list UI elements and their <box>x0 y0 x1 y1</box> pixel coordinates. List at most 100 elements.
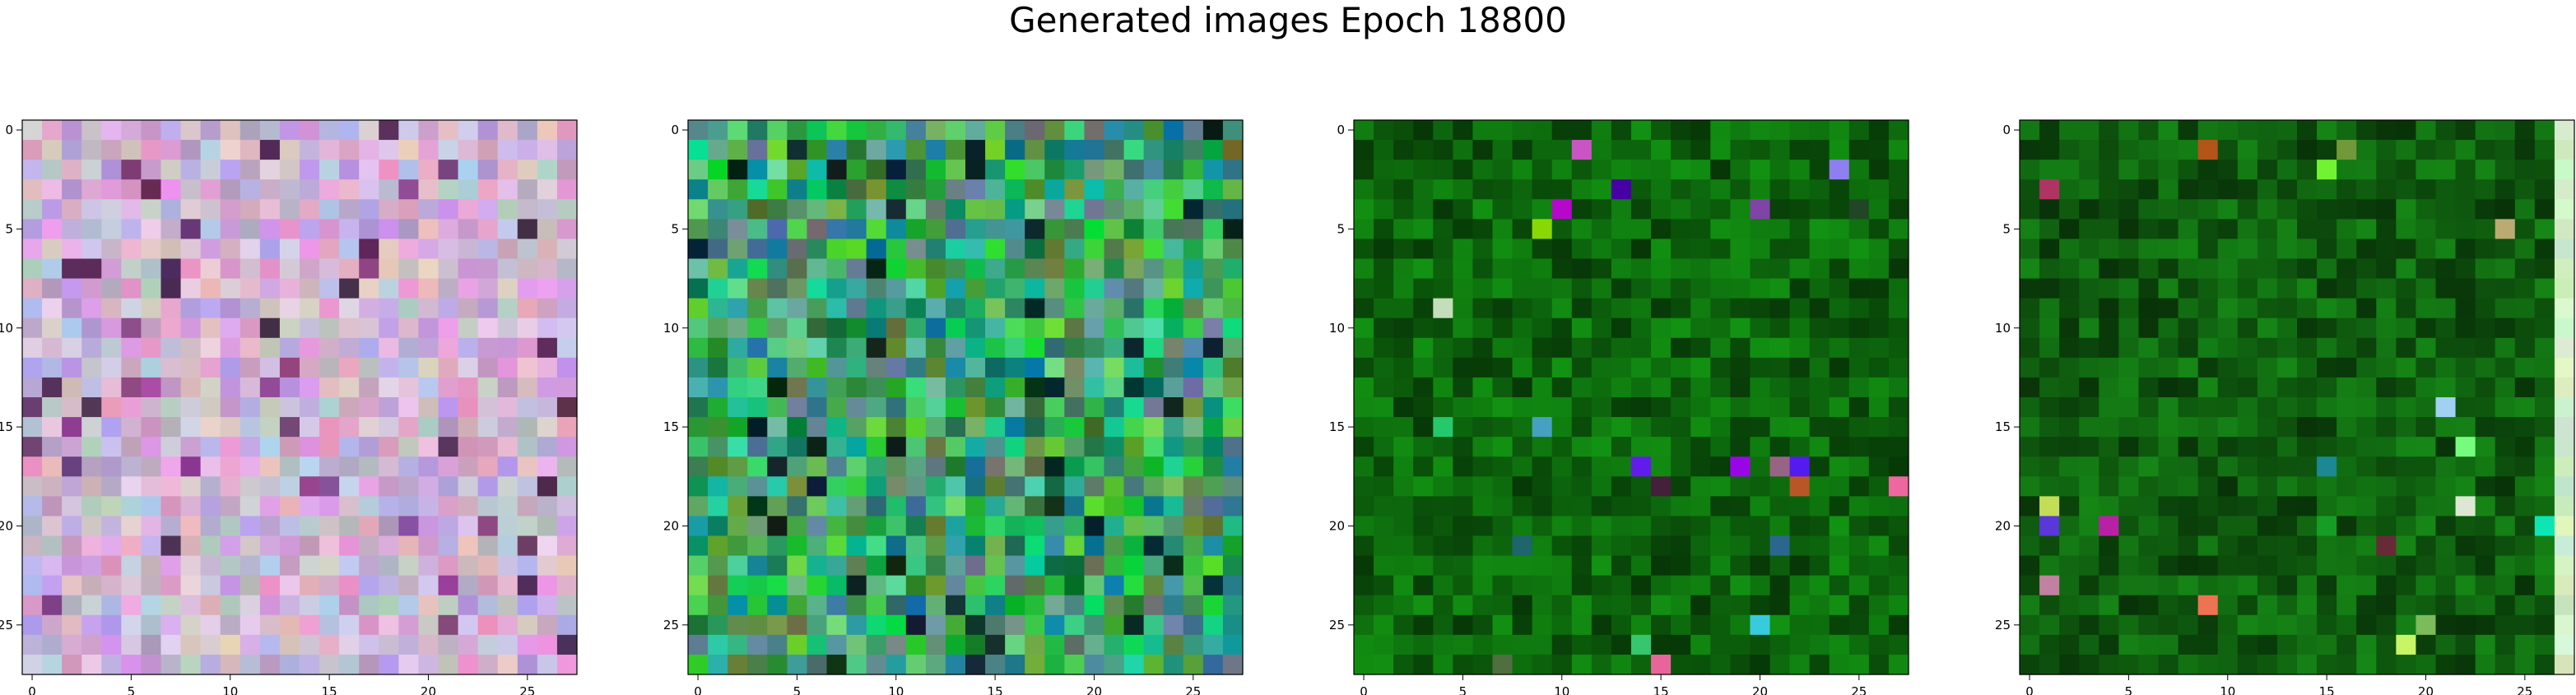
pixel-cell <box>2039 437 2060 457</box>
pixel-cell <box>1005 239 1025 260</box>
pixel-cell <box>1829 555 1850 577</box>
pixel-cell <box>1690 278 1711 299</box>
pixel-cell <box>319 140 340 160</box>
y-tick-label: 0 <box>1337 123 1345 137</box>
pixel-cell <box>767 437 788 457</box>
pixel-cell <box>2099 496 2119 517</box>
pixel-cell <box>688 179 709 200</box>
pixel-cell <box>826 397 848 418</box>
pixel-cell <box>708 199 728 220</box>
pixel-cell <box>42 417 63 438</box>
pixel-cell <box>477 595 499 616</box>
pixel-cell <box>2276 219 2298 240</box>
pixel-cell <box>438 496 459 517</box>
x-tick-label: 15 <box>1653 684 1669 695</box>
pixel-cell <box>1025 595 1045 616</box>
pixel-cell <box>807 258 828 280</box>
pixel-cell <box>477 337 499 359</box>
pixel-cell <box>1809 179 1830 200</box>
pixel-cell <box>1472 516 1494 537</box>
pixel-cell <box>2356 278 2377 299</box>
pixel-cell <box>905 239 927 260</box>
pixel-cell <box>2257 337 2278 359</box>
pixel-cell <box>2178 496 2199 517</box>
pixel-cell <box>2534 357 2555 378</box>
pixel-cell <box>2138 317 2160 339</box>
pixel-cell <box>2554 654 2575 675</box>
pixel-cell <box>1393 160 1414 180</box>
pixel-cell <box>1769 614 1791 636</box>
pixel-cell <box>62 555 82 577</box>
pixel-cell <box>1393 456 1414 477</box>
pixel-cell <box>886 397 907 418</box>
pixel-cell <box>2297 496 2318 517</box>
pixel-cell <box>339 317 360 339</box>
pixel-cell <box>2337 654 2357 675</box>
pixel-cell <box>2099 337 2119 359</box>
pixel-cell <box>1084 278 1105 299</box>
axes-frame <box>21 119 578 675</box>
pixel-cell <box>866 160 887 180</box>
pixel-cell <box>1750 258 1771 280</box>
pixel-cell <box>1671 555 1691 577</box>
pixel-cell <box>81 417 102 438</box>
pixel-cell <box>1202 654 1224 675</box>
pixel-cell <box>2118 456 2140 477</box>
pixel-cell <box>1888 476 1909 497</box>
pixel-cell <box>101 278 122 299</box>
pixel-cell <box>1492 258 1514 280</box>
pixel-cell <box>101 258 122 280</box>
pixel-cell <box>359 120 379 141</box>
pixel-cell <box>1453 575 1474 596</box>
pixel-cell <box>379 575 399 596</box>
pixel-cell <box>2416 496 2437 517</box>
pixel-cell <box>1591 258 1612 280</box>
pixel-cell <box>945 595 966 616</box>
pixel-cell <box>1413 555 1434 577</box>
pixel-cell <box>2257 120 2278 141</box>
pixel-cell <box>1769 417 1791 438</box>
pixel-cell <box>438 357 459 378</box>
pixel-cell <box>62 239 82 260</box>
pixel-cell <box>787 496 808 517</box>
pixel-cell <box>141 219 162 240</box>
pixel-cell <box>2435 456 2457 477</box>
pixel-cell <box>62 654 82 675</box>
pixel-cell <box>1374 634 1394 656</box>
pixel-cell <box>2376 377 2397 398</box>
pixel-cell <box>259 317 281 339</box>
pixel-cell <box>1809 575 1830 596</box>
pixel-cell <box>101 120 122 141</box>
pixel-cell <box>2416 595 2437 616</box>
pixel-cell <box>2554 417 2575 438</box>
pixel-cell <box>2317 614 2337 636</box>
pixel-cell <box>2138 298 2160 319</box>
pixel-cell <box>1433 555 1453 577</box>
pixel-cell <box>1730 278 1751 299</box>
pixel-cell <box>2396 654 2417 675</box>
pixel-cell <box>1710 317 1731 339</box>
pixel-cell <box>708 614 728 636</box>
pixel-cell <box>2257 437 2278 457</box>
pixel-cell <box>925 160 946 180</box>
pixel-cell <box>101 634 122 656</box>
pixel-cell <box>767 456 788 477</box>
pixel-cell <box>866 317 887 339</box>
pixel-cell <box>2020 120 2040 141</box>
pixel-cell <box>1750 239 1771 260</box>
pixel-cell <box>1393 337 1414 359</box>
pixel-cell <box>2118 437 2140 457</box>
pixel-cell <box>2197 357 2219 378</box>
pixel-cell <box>458 595 479 616</box>
pixel-cell <box>1809 317 1830 339</box>
pixel-cell <box>1512 278 1533 299</box>
pixel-cell <box>2356 634 2377 656</box>
pixel-cell <box>747 397 768 418</box>
pixel-cell <box>2376 476 2397 497</box>
pixel-cell <box>1005 595 1025 616</box>
pixel-cell <box>1848 317 1870 339</box>
pixel-cell <box>1571 397 1593 418</box>
pixel-cell <box>2178 298 2199 319</box>
pixel-cell <box>279 258 300 280</box>
pixel-cell <box>537 278 558 299</box>
